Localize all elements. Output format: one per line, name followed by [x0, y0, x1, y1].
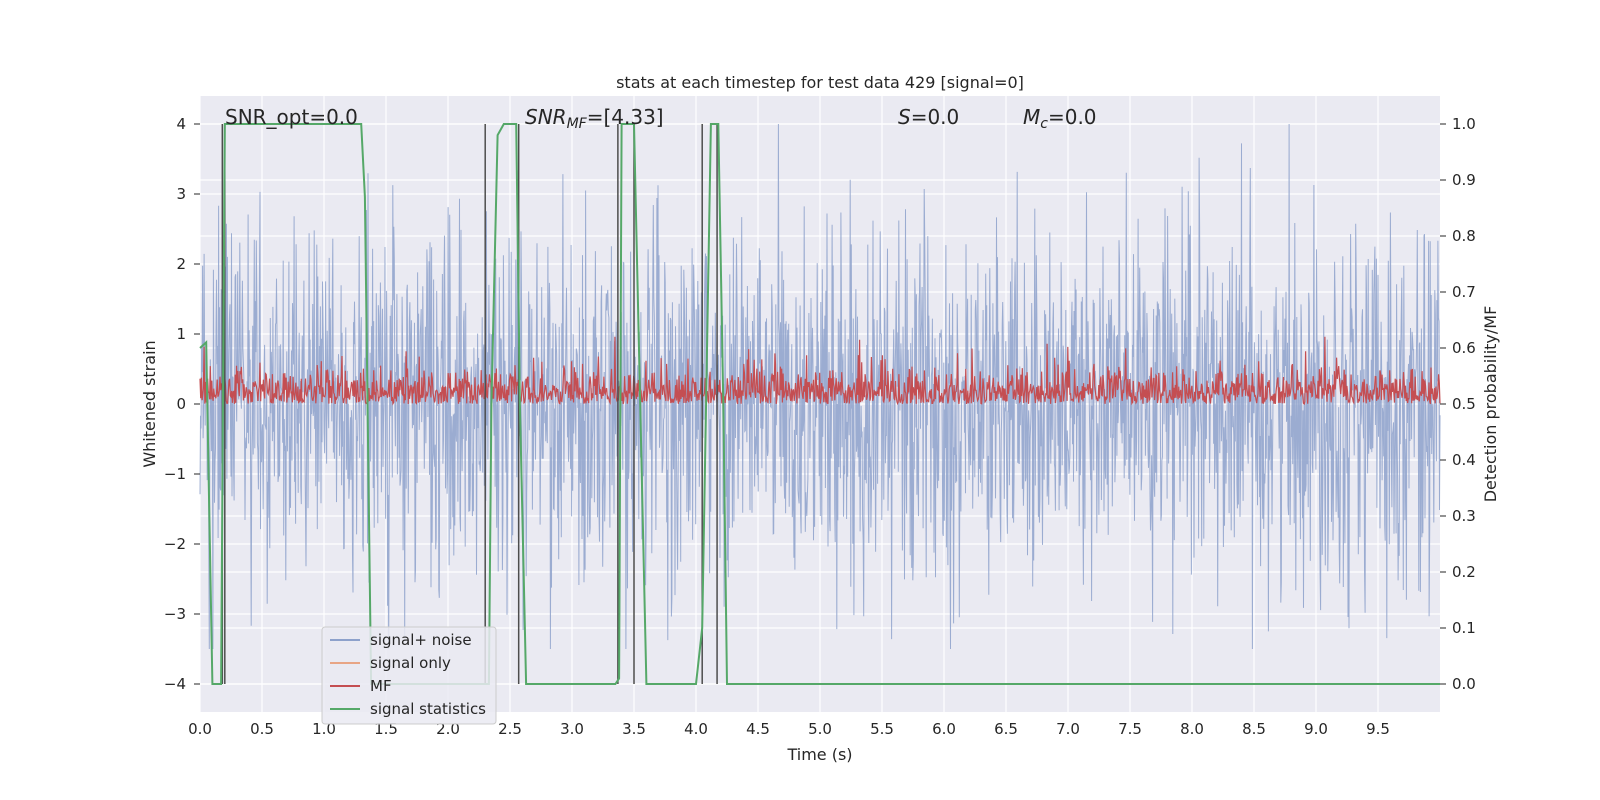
legend-label-signal-noise: signal+ noise: [370, 631, 472, 649]
legend-box: [321, 626, 497, 725]
x-tick-label: 7.0: [1056, 720, 1080, 738]
legend: signal+ noise signal only MF signal stat…: [321, 626, 497, 725]
legend-label-signal-only: signal only: [370, 654, 451, 672]
y-tick-label: 3: [176, 185, 186, 203]
y2-tick-labels: 1.0 0.9 0.8 0.7 0.6 0.5 0.4 0.3 0.2 0.1 0.0: [1440, 115, 1476, 693]
y2-tick-label: 0.5: [1452, 395, 1476, 413]
x-tick-label: 4.0: [684, 720, 708, 738]
y-tick-label: −4: [164, 675, 186, 693]
y2-tick-label: 0.6: [1452, 339, 1476, 357]
y-tick-label: −1: [164, 465, 186, 483]
y-tick-labels: 4 3 2 1 0 −1 −2 −3 −4: [164, 115, 200, 693]
chart-title: stats at each timestep for test data 429…: [616, 73, 1024, 92]
y-axis-label: Whitened strain: [140, 340, 159, 467]
x-tick-label: 3.0: [560, 720, 584, 738]
y2-tick-label: 0.7: [1452, 283, 1476, 301]
y2-tick-label: 0.1: [1452, 619, 1476, 637]
y2-tick-label: 0.9: [1452, 171, 1476, 189]
y2-tick-label: 0.3: [1452, 507, 1476, 525]
y-tick-label: −3: [164, 605, 186, 623]
signal-noise-series: [199, 123, 1441, 650]
y2-tick-label: 0.8: [1452, 227, 1476, 245]
y-tick-label: −2: [164, 535, 186, 553]
y-tick-label: 1: [176, 325, 186, 343]
x-tick-label: 8.5: [1242, 720, 1266, 738]
x-tick-label: 3.5: [622, 720, 646, 738]
y2-tick-label: 0.2: [1452, 563, 1476, 581]
x-tick-label: 8.0: [1180, 720, 1204, 738]
y2-tick-label: 0.0: [1452, 675, 1476, 693]
x-tick-labels: 0.0 0.5 1.0 1.5 2.0 2.5 3.0 3.5 4.0 4.5 5.0 5.5 6.0 6…: [188, 720, 1390, 738]
signal-noise-line: [199, 123, 1441, 650]
y2-tick-label: 1.0: [1452, 115, 1476, 133]
legend-label-signal-statistics: signal statistics: [370, 700, 486, 718]
annotation-snr-opt: SNR_opt=0.0: [225, 105, 358, 129]
annotation-s: S=0.0: [898, 105, 959, 129]
y-tick-label: 0: [176, 395, 186, 413]
x-tick-label: 9.0: [1304, 720, 1328, 738]
x-tick-label: 9.5: [1366, 720, 1390, 738]
y-tick-label: 4: [176, 115, 186, 133]
annotation-snr-mf: SNRMF=[4.33]: [525, 105, 664, 132]
signal-statistics-series: [199, 123, 1440, 685]
x-tick-label: 5.0: [808, 720, 832, 738]
x-tick-label: 0.0: [188, 720, 212, 738]
signal-statistics-line: [199, 123, 1440, 685]
mf-line: [199, 336, 1441, 406]
x-tick-label: 0.5: [250, 720, 274, 738]
legend-label-mf: MF: [370, 677, 392, 695]
x-tick-label: 5.5: [870, 720, 894, 738]
y2-axis-label: Detection probability/MF: [1481, 306, 1500, 503]
y2-tick-label: 0.4: [1452, 451, 1476, 469]
x-tick-label: 4.5: [746, 720, 770, 738]
mf-series: [199, 336, 1441, 406]
annotation-mc: Mc=0.0: [1023, 105, 1097, 132]
x-tick-label: 6.0: [932, 720, 956, 738]
x-axis-label: Time (s): [786, 745, 852, 764]
y-tick-label: 2: [176, 255, 186, 273]
x-tick-label: 2.5: [498, 720, 522, 738]
x-tick-label: 6.5: [994, 720, 1018, 738]
x-tick-label: 7.5: [1118, 720, 1142, 738]
